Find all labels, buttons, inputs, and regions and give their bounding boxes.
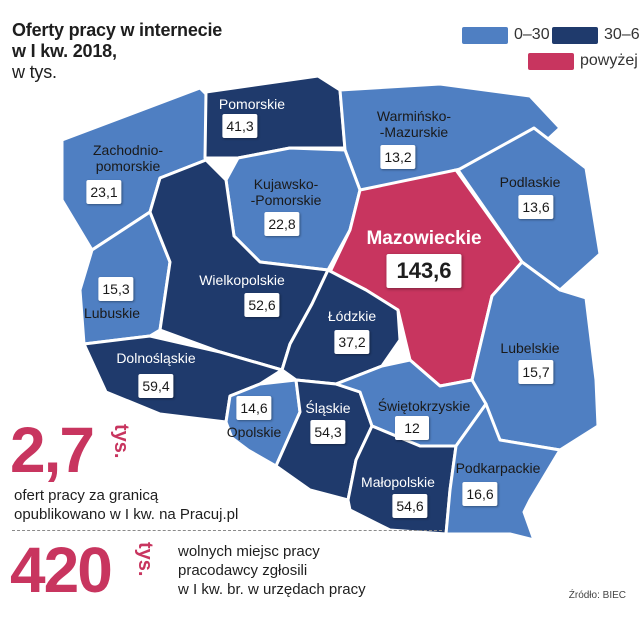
value-dolnoslaskie: 59,4: [138, 374, 174, 398]
value-wielkopolskie: 52,6: [244, 293, 280, 317]
legend-label-high: powyżej 60: [580, 52, 640, 69]
title-line-1: Oferty pracy w internecie: [12, 20, 223, 40]
stat-vacancies-desc-2: pracodawcy zgłosili: [178, 562, 308, 579]
label-podlaskie: Podlaskie: [499, 174, 561, 190]
value-podlaskie: 13,6: [518, 195, 554, 219]
label-kujawsko-1: Kujawsko-: [253, 176, 319, 192]
stat-abroad-desc-2: opublikowano w I kw. na Pracuj.pl: [14, 506, 239, 523]
stat-abroad-number: 2,7: [10, 414, 95, 486]
value-podkarpackie: 16,6: [462, 482, 498, 506]
value-opolskie: 14,6: [236, 396, 272, 420]
label-pomorskie: Pomorskie: [218, 96, 286, 112]
label-mazowieckie: Mazowieckie: [366, 228, 482, 249]
label-warminsko-1: Warmińsko-: [376, 108, 452, 124]
source-note: Źródło: BIEC: [568, 590, 626, 601]
label-swietokrzyskie: Świętokrzyskie: [377, 398, 471, 414]
value-zachodniopomorskie: 23,1: [86, 180, 122, 204]
value-lubuskie: 15,3: [98, 277, 134, 301]
stat-abroad-unit: tys.: [110, 424, 132, 459]
stat-vacancies-desc: wolnych miejsc pracy pracodawcy zgłosili…: [178, 542, 366, 599]
stat-vacancies-unit: tys.: [134, 542, 156, 577]
label-zachodniopomorskie-2: pomorskie: [95, 158, 161, 174]
region-podkarpackie[interactable]: [444, 402, 562, 542]
label-zachodniopomorskie: Zachodnio- pomorskie: [93, 142, 163, 174]
value-warminsko-mazurskie: 13,2: [380, 145, 416, 169]
value-kujawsko-pomorskie: 22,8: [264, 212, 300, 236]
label-slaskie: Śląskie: [305, 400, 351, 416]
label-lubelskie: Lubelskie: [500, 340, 560, 356]
value-mazowieckie: 143,6: [386, 254, 462, 288]
legend-swatch-high: [528, 53, 574, 70]
label-warminsko-mazurskie: Warmińsko- -Mazurskie: [377, 108, 451, 140]
label-malopolskie: Małopolskie: [361, 474, 435, 490]
title-line-2: w I kw. 2018,: [12, 41, 117, 61]
value-malopolskie: 54,6: [392, 494, 428, 518]
legend-label-mid: 30–60: [604, 26, 640, 43]
region-malopolskie[interactable]: [346, 424, 458, 536]
legend-swatch-low: [462, 27, 508, 44]
value-pomorskie: 41,3: [222, 114, 258, 138]
label-dolnoslaskie: Dolnośląskie: [116, 350, 196, 366]
label-opolskie: Opolskie: [226, 424, 282, 440]
value-lubelskie: 15,7: [518, 360, 554, 384]
legend-label-low: 0–30: [514, 26, 550, 43]
label-zachodniopomorskie-1: Zachodnio-: [92, 142, 164, 158]
region-lubelskie[interactable]: [470, 260, 600, 452]
value-slaskie: 54,3: [310, 420, 346, 444]
label-warminsko-2: -Mazurskie: [379, 124, 449, 140]
stat-vacancies-number: 420: [10, 534, 113, 606]
label-kujawsko-2: -Pomorskie: [250, 192, 322, 208]
title-unit: w tys.: [12, 62, 57, 82]
chart-title: Oferty pracy w internecie w I kw. 2018, …: [12, 20, 222, 83]
value-lodzkie: 37,2: [334, 330, 370, 354]
stat-abroad-desc-1: ofert pracy za granicą: [14, 487, 159, 504]
value-swietokrzyskie: 12: [395, 416, 429, 440]
legend-swatch-mid: [552, 27, 598, 44]
stat-abroad-desc: ofert pracy za granicą opublikowano w I …: [14, 486, 238, 524]
label-podkarpackie: Podkarpackie: [455, 460, 541, 476]
stat-vacancies-desc-1: wolnych miejsc pracy: [178, 543, 320, 560]
stat-vacancies-desc-3: w I kw. br. w urzędach pracy: [178, 581, 366, 598]
label-lubuskie: Lubuskie: [83, 305, 141, 321]
label-lodzkie: Łódzkie: [327, 308, 377, 324]
divider: [12, 530, 442, 531]
label-wielkopolskie: Wielkopolskie: [199, 272, 285, 288]
label-kujawsko-pomorskie: Kujawsko- -Pomorskie: [251, 176, 322, 208]
